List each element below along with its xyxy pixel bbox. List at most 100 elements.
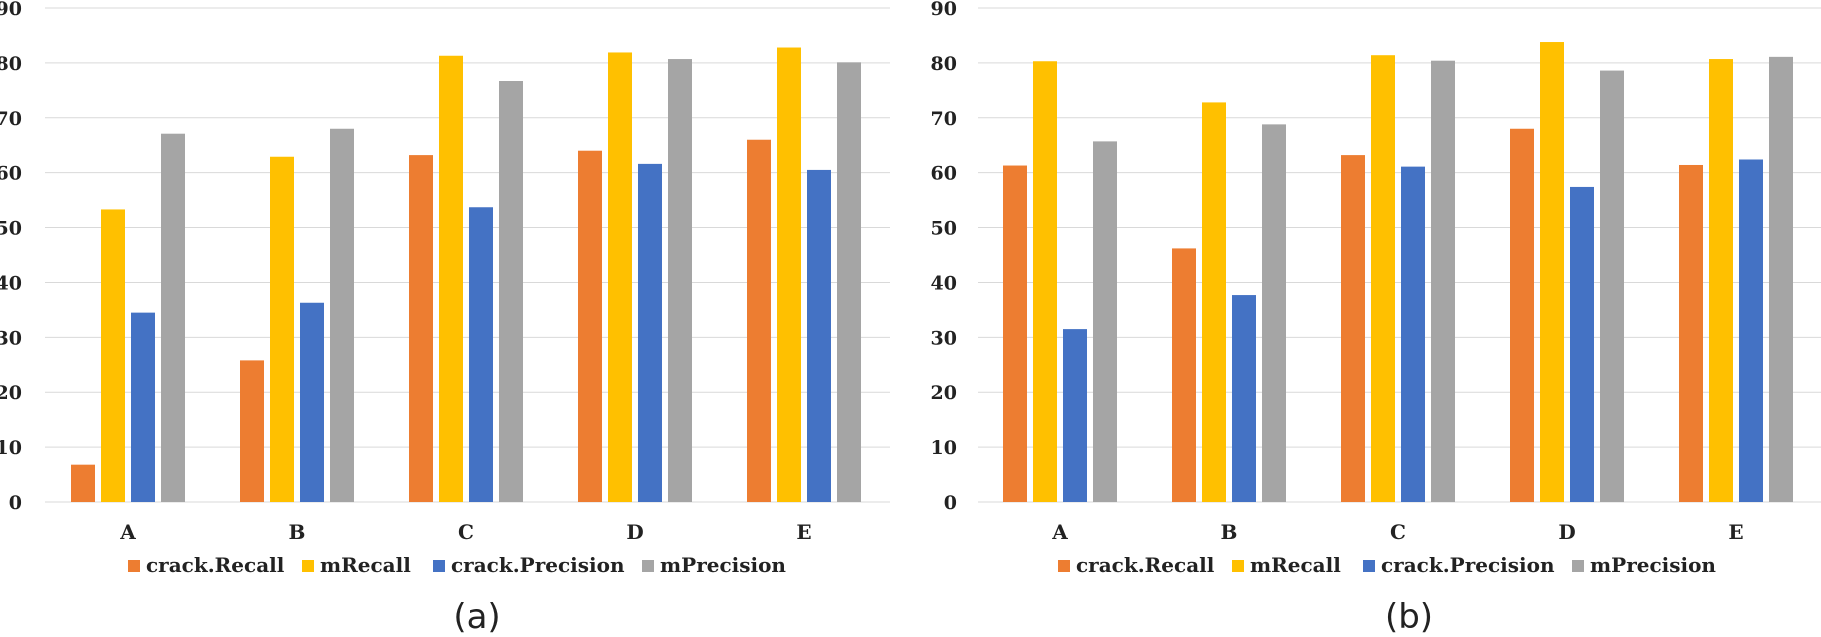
legend-label: mRecall (1250, 553, 1341, 577)
x-tick-label: D (626, 520, 643, 544)
y-tick-label: 50 (931, 218, 957, 240)
y-tick-label: 40 (931, 272, 957, 294)
bar-mprecision-b (330, 128, 354, 502)
legend-label: crack.Recall (146, 553, 285, 577)
y-tick-label: 60 (0, 163, 22, 185)
y-tick-label: 80 (931, 53, 957, 75)
x-tick-label: C (458, 520, 474, 544)
legend-swatch (1572, 560, 1584, 572)
y-tick-label: 90 (0, 0, 22, 20)
legend-swatch (302, 560, 314, 572)
legend-swatch (1058, 560, 1070, 572)
chart-panel-a: 0 10 20 30 40 50 60 70 80 90 A B C D E crack.Recall mR… (0, 0, 890, 637)
y-tick-label: 30 (0, 327, 22, 349)
x-tick-label: E (1728, 520, 1743, 544)
bar-mrecall-e (777, 47, 801, 503)
y-tick-label: 70 (0, 108, 22, 130)
legend-label: crack.Precision (1381, 553, 1555, 577)
bar-mrecall-b (270, 156, 294, 502)
y-tick-label: 90 (931, 0, 957, 20)
bar-mrecall-a (101, 209, 125, 503)
y-tick-label: 80 (0, 53, 22, 75)
bars-a (71, 47, 861, 503)
bar-crack-precision-b (300, 302, 324, 502)
bar-mprecision-c (1431, 60, 1455, 503)
legend-swatch (642, 560, 654, 572)
bar-crack-precision-c (1401, 166, 1425, 502)
bar-mprecision-a (161, 133, 185, 502)
y-tick-labels-b: 0 10 20 30 40 50 60 70 80 90 (931, 0, 957, 514)
bar-crack-precision-b (1232, 295, 1256, 502)
bar-crack-recall-b (1172, 248, 1196, 502)
bar-mprecision-b (1262, 124, 1286, 502)
bar-crack-precision-d (1570, 186, 1594, 502)
caption-b: (b) (1385, 597, 1433, 637)
bar-mrecall-e (1709, 59, 1733, 503)
x-tick-label: A (119, 520, 136, 544)
bar-mrecall-d (1540, 42, 1564, 502)
bar-mrecall-c (1371, 55, 1395, 503)
x-tick-labels-a: A B C D E (119, 520, 811, 544)
y-tick-label: 10 (931, 437, 957, 459)
bar-crack-precision-a (1063, 329, 1087, 502)
bar-crack-recall-d (1510, 128, 1534, 502)
x-tick-label: B (1221, 520, 1238, 544)
bar-mprecision-a (1093, 141, 1117, 502)
y-tick-label: 20 (931, 382, 957, 404)
bar-crack-recall-e (747, 139, 771, 502)
bar-crack-recall-e (1679, 164, 1703, 502)
legend-swatch (1232, 560, 1244, 572)
bar-crack-recall-b (240, 360, 264, 502)
bar-mprecision-d (1600, 70, 1624, 502)
bar-mrecall-a (1033, 61, 1057, 503)
legend-b: crack.Recall mRecall crack.Precision mPreci… (1058, 553, 1716, 577)
bar-crack-precision-e (1739, 159, 1763, 502)
bar-mprecision-e (1769, 56, 1793, 503)
x-tick-label: A (1051, 520, 1068, 544)
legend-label: crack.Recall (1076, 553, 1215, 577)
bar-mprecision-c (499, 81, 523, 502)
legend-label: mRecall (320, 553, 411, 577)
bar-crack-recall-c (409, 155, 433, 502)
bar-crack-precision-d (638, 163, 662, 502)
y-tick-label: 70 (931, 108, 957, 130)
y-tick-label: 40 (0, 272, 22, 294)
bar-crack-recall-a (71, 464, 95, 502)
bar-mrecall-d (608, 52, 632, 503)
bar-crack-recall-c (1341, 155, 1365, 502)
x-tick-label: B (289, 520, 306, 544)
bar-crack-recall-d (578, 150, 602, 502)
y-tick-label: 0 (9, 492, 22, 514)
x-tick-label: E (796, 520, 811, 544)
y-tick-label: 60 (931, 163, 957, 185)
bars-b (1003, 42, 1793, 503)
legend-label: mPrecision (660, 553, 786, 577)
y-tick-label: 0 (944, 492, 957, 514)
y-tick-label: 10 (0, 437, 22, 459)
bar-crack-precision-a (131, 312, 155, 502)
x-tick-label: C (1390, 520, 1406, 544)
legend-swatch (128, 560, 140, 572)
legend-swatch (433, 560, 445, 572)
bar-crack-precision-c (469, 207, 493, 502)
y-tick-label: 20 (0, 382, 22, 404)
y-tick-label: 30 (931, 327, 957, 349)
legend-label: crack.Precision (451, 553, 625, 577)
x-tick-labels-b: A B C D E (1051, 520, 1743, 544)
gridlines-a (45, 7, 890, 503)
y-tick-labels-a: 0 10 20 30 40 50 60 70 80 90 (0, 0, 22, 514)
legend-a: crack.Recall mRecall crack.Precision mPreci… (128, 553, 786, 577)
bar-mprecision-e (837, 62, 861, 503)
x-tick-label: D (1558, 520, 1575, 544)
bar-mprecision-d (668, 59, 692, 503)
bar-crack-recall-a (1003, 165, 1027, 502)
chart-panel-b: 0 10 20 30 40 50 60 70 80 90 A B C D E crack.Recall mR… (931, 0, 1821, 637)
caption-a: (a) (453, 597, 500, 637)
legend-label: mPrecision (1590, 553, 1716, 577)
bar-crack-precision-e (807, 169, 831, 502)
bar-mrecall-c (439, 55, 463, 503)
legend-swatch (1363, 560, 1375, 572)
y-tick-label: 50 (0, 218, 22, 240)
bar-mrecall-b (1202, 102, 1226, 503)
